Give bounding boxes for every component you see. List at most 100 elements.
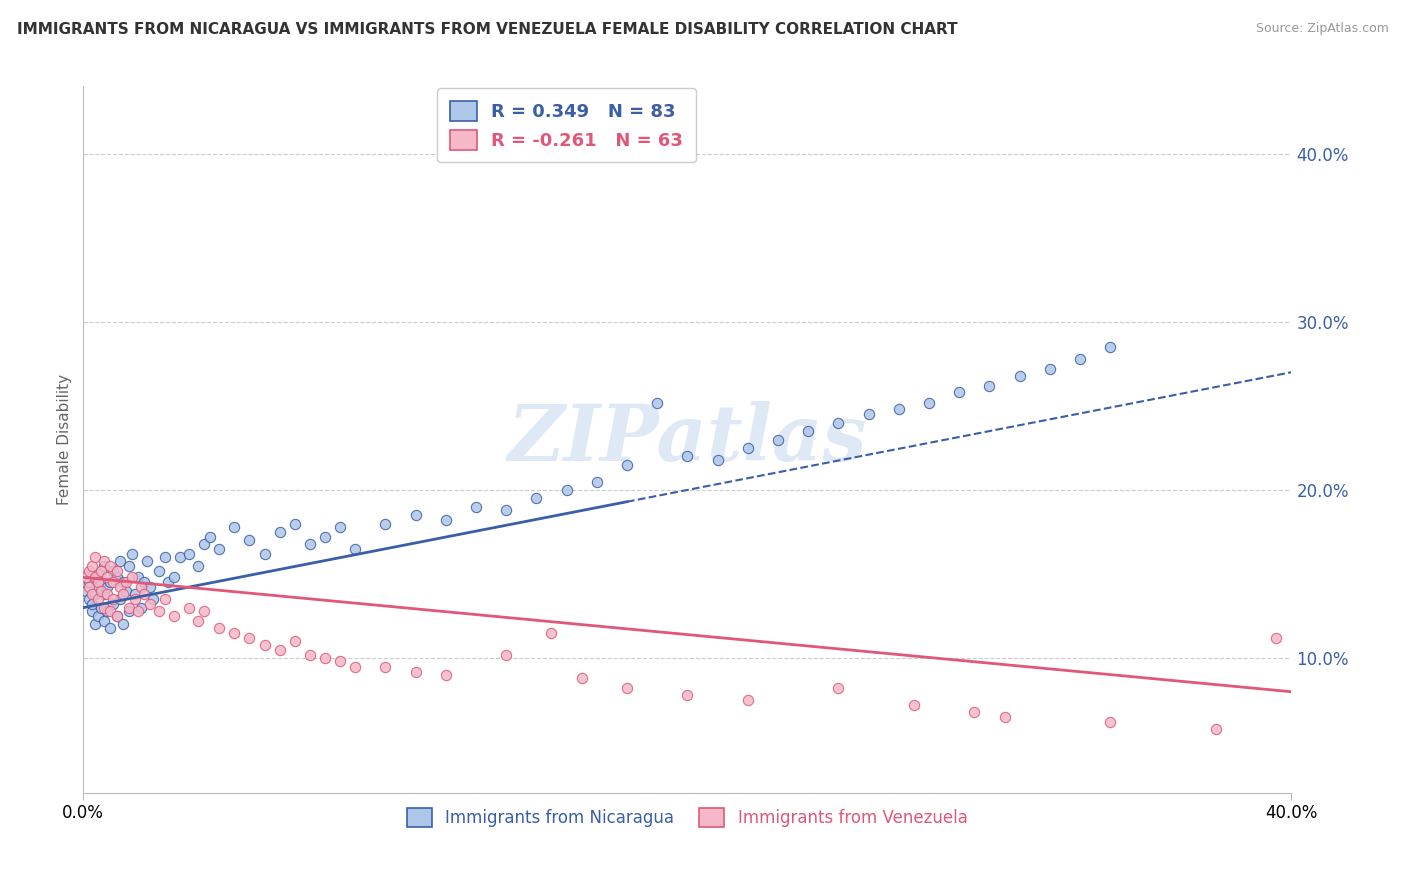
Point [1039,362,1062,376]
Point [284,634,307,648]
Point [82,597,104,611]
Point [208,541,231,556]
Point [108,581,131,595]
Point [1099,340,1122,354]
Point [676,688,699,702]
Point [93,587,115,601]
Text: IMMIGRANTS FROM NICARAGUA VS IMMIGRANTS FROM VENEZUELA FEMALE DISABILITY CORRELA: IMMIGRANTS FROM NICARAGUA VS IMMIGRANTS … [17,22,957,37]
Point [135,553,157,567]
Point [84,587,107,601]
Point [737,441,759,455]
Point [132,587,155,601]
Point [117,600,139,615]
Point [1205,722,1227,736]
Point [374,516,396,531]
Point [114,575,136,590]
Point [93,614,115,628]
Point [79,592,101,607]
Point [129,581,152,595]
Point [84,617,107,632]
Point [153,550,176,565]
Point [103,592,125,607]
Point [887,402,910,417]
Point [84,570,107,584]
Point [177,547,200,561]
Point [93,553,115,567]
Point [344,659,367,673]
Point [465,500,488,514]
Point [169,550,191,565]
Point [117,604,139,618]
Point [121,547,143,561]
Point [93,558,115,573]
Point [79,575,101,590]
Point [706,452,728,467]
Point [153,592,176,607]
Point [616,681,638,696]
Point [224,626,246,640]
Point [127,604,149,618]
Point [524,491,547,506]
Point [148,564,170,578]
Point [329,655,352,669]
Point [96,587,118,601]
Point [208,621,231,635]
Point [253,547,276,561]
Point [82,587,104,601]
Legend: Immigrants from Nicaragua, Immigrants from Venezuela: Immigrants from Nicaragua, Immigrants fr… [401,802,974,834]
Point [96,570,118,584]
Point [269,642,291,657]
Point [156,575,179,590]
Point [127,570,149,584]
Point [571,671,593,685]
Point [148,604,170,618]
Point [84,570,107,584]
Point [314,651,336,665]
Point [111,587,134,601]
Point [93,600,115,615]
Point [111,575,134,590]
Point [100,621,122,635]
Point [1265,631,1288,645]
Point [284,516,307,531]
Point [238,631,260,645]
Point [105,609,128,624]
Point [177,600,200,615]
Point [103,564,125,578]
Point [87,575,110,590]
Point [224,520,246,534]
Text: Source: ZipAtlas.com: Source: ZipAtlas.com [1256,22,1389,36]
Point [827,416,849,430]
Point [766,433,789,447]
Point [737,693,759,707]
Point [797,424,820,438]
Point [79,564,101,578]
Point [238,533,260,548]
Point [405,508,427,523]
Point [163,609,186,624]
Point [90,575,112,590]
Point [903,698,925,713]
Point [405,665,427,679]
Point [100,558,122,573]
Point [96,604,118,618]
Point [90,564,112,578]
Point [918,395,941,409]
Point [87,592,110,607]
Point [187,614,209,628]
Point [90,600,112,615]
Point [87,609,110,624]
Point [585,475,607,489]
Point [124,592,146,607]
Point [82,558,104,573]
Y-axis label: Female Disability: Female Disability [58,374,72,505]
Point [142,592,165,607]
Point [105,570,128,584]
Point [163,570,186,584]
Point [84,550,107,565]
Point [858,407,880,421]
Point [979,378,1001,392]
Point [111,617,134,632]
Point [495,503,517,517]
Point [555,483,578,497]
